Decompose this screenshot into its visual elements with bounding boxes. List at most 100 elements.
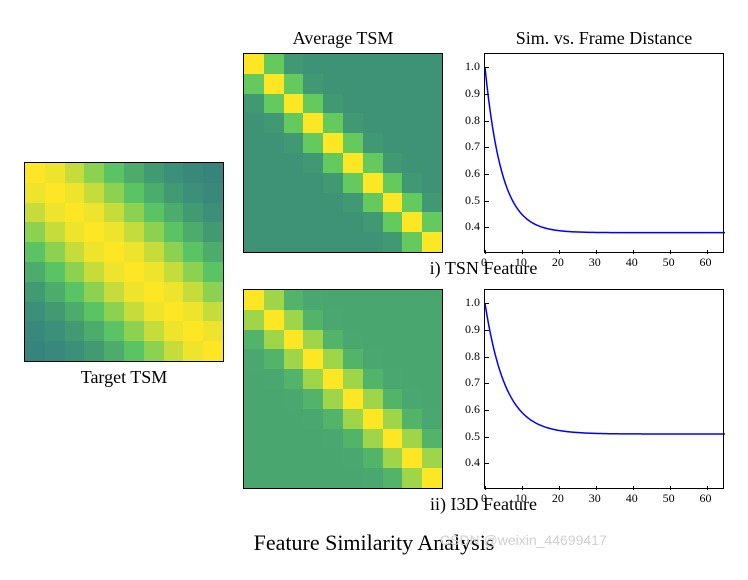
- heatmap-cell: [203, 242, 223, 262]
- heatmap-cell: [84, 222, 104, 242]
- heatmap-target-tsm: [24, 162, 224, 362]
- heatmap-cell: [363, 54, 383, 74]
- heatmap-cell: [422, 113, 442, 133]
- heatmap-cell: [363, 448, 383, 468]
- y-axis-tick-label: 0.7: [458, 375, 480, 390]
- heatmap-cell: [343, 113, 363, 133]
- heatmap-cell: [104, 183, 124, 203]
- heatmap-cell: [104, 222, 124, 242]
- heatmap-cell: [402, 74, 422, 94]
- heatmap-cell: [303, 153, 323, 173]
- heatmap-cell: [303, 429, 323, 449]
- heatmap-cell: [164, 302, 184, 322]
- heatmap-cell: [104, 163, 124, 183]
- heatmap-cell: [183, 282, 203, 302]
- heatmap-cell: [284, 94, 304, 114]
- heatmap-cell: [144, 262, 164, 282]
- heatmap-cell: [264, 74, 284, 94]
- heatmap-cell: [383, 310, 403, 330]
- heatmap-cell: [303, 448, 323, 468]
- heatmap-cell: [323, 94, 343, 114]
- heatmap-cell: [402, 113, 422, 133]
- heatmap-cell: [303, 349, 323, 369]
- heatmap-cell: [422, 369, 442, 389]
- heatmap-cell: [303, 409, 323, 429]
- heatmap-cell: [244, 330, 264, 350]
- title-avg-tsm: Average TSM: [243, 28, 443, 49]
- heatmap-cell: [343, 232, 363, 252]
- heatmap-cell: [264, 94, 284, 114]
- heatmap-cell: [343, 429, 363, 449]
- heatmap-cell: [383, 153, 403, 173]
- x-axis-tick-label: 40: [622, 491, 642, 506]
- heatmap-cell: [303, 94, 323, 114]
- heatmap-cell: [402, 468, 422, 488]
- heatmap-cell: [65, 222, 85, 242]
- heatmap-cell: [264, 448, 284, 468]
- heatmap-cell: [383, 193, 403, 213]
- x-axis-tick-label: 30: [585, 255, 605, 270]
- heatmap-cell: [422, 212, 442, 232]
- heatmap-cell: [422, 133, 442, 153]
- heatmap-cell: [402, 389, 422, 409]
- y-axis-tick-label: 0.6: [458, 166, 480, 181]
- heatmap-cell: [264, 153, 284, 173]
- heatmap-cell: [124, 203, 144, 223]
- caption-target-tsm: Target TSM: [24, 367, 224, 388]
- heatmap-cell: [343, 212, 363, 232]
- heatmap-cell: [422, 74, 442, 94]
- heatmap-cell: [183, 163, 203, 183]
- heatmap-cell: [264, 173, 284, 193]
- heatmap-cell: [402, 429, 422, 449]
- heatmap-cell: [422, 193, 442, 213]
- heatmap-cell: [45, 282, 65, 302]
- heatmap-cell: [244, 409, 264, 429]
- heatmap-cell: [422, 94, 442, 114]
- similarity-curve: [485, 303, 725, 434]
- heatmap-cell: [264, 310, 284, 330]
- heatmap-cell: [25, 222, 45, 242]
- heatmap-cell: [25, 242, 45, 262]
- heatmap-cell: [244, 113, 264, 133]
- heatmap-cell: [124, 222, 144, 242]
- heatmap-cell: [244, 468, 264, 488]
- heatmap-cell: [303, 113, 323, 133]
- heatmap-cell: [65, 183, 85, 203]
- heatmap-cell: [383, 448, 403, 468]
- heatmap-cell: [203, 163, 223, 183]
- heatmap-cell: [144, 321, 164, 341]
- heatmap-cell: [343, 193, 363, 213]
- heatmap-cell: [323, 113, 343, 133]
- y-axis-tick-label: 0.9: [458, 86, 480, 101]
- heatmap-cell: [363, 389, 383, 409]
- heatmap-cell: [183, 242, 203, 262]
- heatmap-cell: [323, 310, 343, 330]
- heatmap-cell: [343, 310, 363, 330]
- heatmap-cell: [323, 153, 343, 173]
- y-axis-tick-label: 0.9: [458, 322, 480, 337]
- heatmap-cell: [284, 153, 304, 173]
- heatmap-cell: [363, 94, 383, 114]
- heatmap-cell: [84, 282, 104, 302]
- heatmap-cell: [203, 341, 223, 361]
- similarity-curve: [485, 67, 725, 232]
- heatmap-cell: [264, 389, 284, 409]
- heatmap-cell: [144, 163, 164, 183]
- heatmap-cell: [183, 321, 203, 341]
- heatmap-cell: [284, 429, 304, 449]
- caption-main: Feature Similarity Analysis: [0, 530, 748, 556]
- watermark: CSDN @weixin_44699417: [440, 532, 607, 548]
- heatmap-cell: [124, 183, 144, 203]
- heatmap-cell: [383, 113, 403, 133]
- heatmap-cell: [383, 369, 403, 389]
- heatmap-cell: [284, 54, 304, 74]
- heatmap-cell: [144, 183, 164, 203]
- heatmap-cell: [284, 74, 304, 94]
- x-axis-tick-label: 30: [585, 491, 605, 506]
- heatmap-cell: [45, 321, 65, 341]
- heatmap-cell: [25, 163, 45, 183]
- heatmap-cell: [402, 133, 422, 153]
- heatmap-cell: [343, 133, 363, 153]
- heatmap-cell: [264, 409, 284, 429]
- heatmap-cell: [164, 183, 184, 203]
